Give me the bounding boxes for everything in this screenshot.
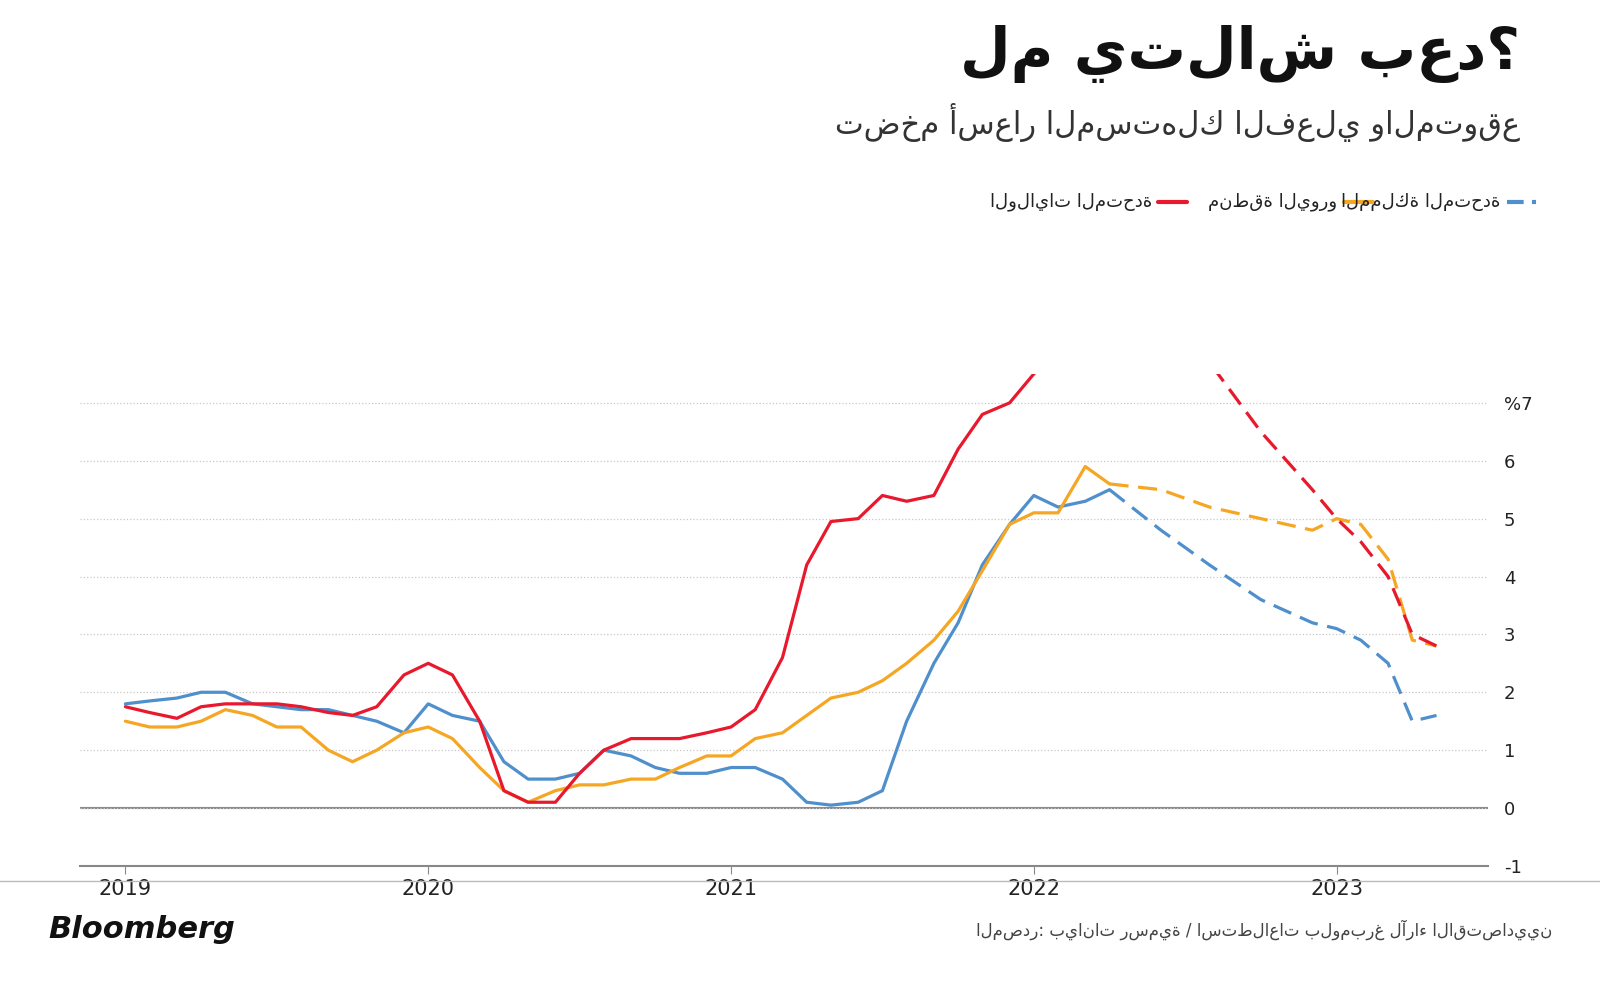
Text: Bloomberg: Bloomberg (48, 915, 235, 945)
Text: الولايات المتحدة: الولايات المتحدة (990, 193, 1152, 211)
Text: تضخم أسعار المستهلك الفعلي والمتوقع: تضخم أسعار المستهلك الفعلي والمتوقع (835, 103, 1520, 143)
Text: المملكة المتحدة: المملكة المتحدة (1341, 193, 1501, 211)
Text: لم يتلاش بعد؟: لم يتلاش بعد؟ (960, 25, 1520, 83)
Text: منطقة اليورو: منطقة اليورو (1208, 193, 1338, 211)
Text: المصدر: بيانات رسمية / استطلاعات بلومبرغ لآراء الاقتصاديين: المصدر: بيانات رسمية / استطلاعات بلومبرغ… (976, 920, 1552, 940)
